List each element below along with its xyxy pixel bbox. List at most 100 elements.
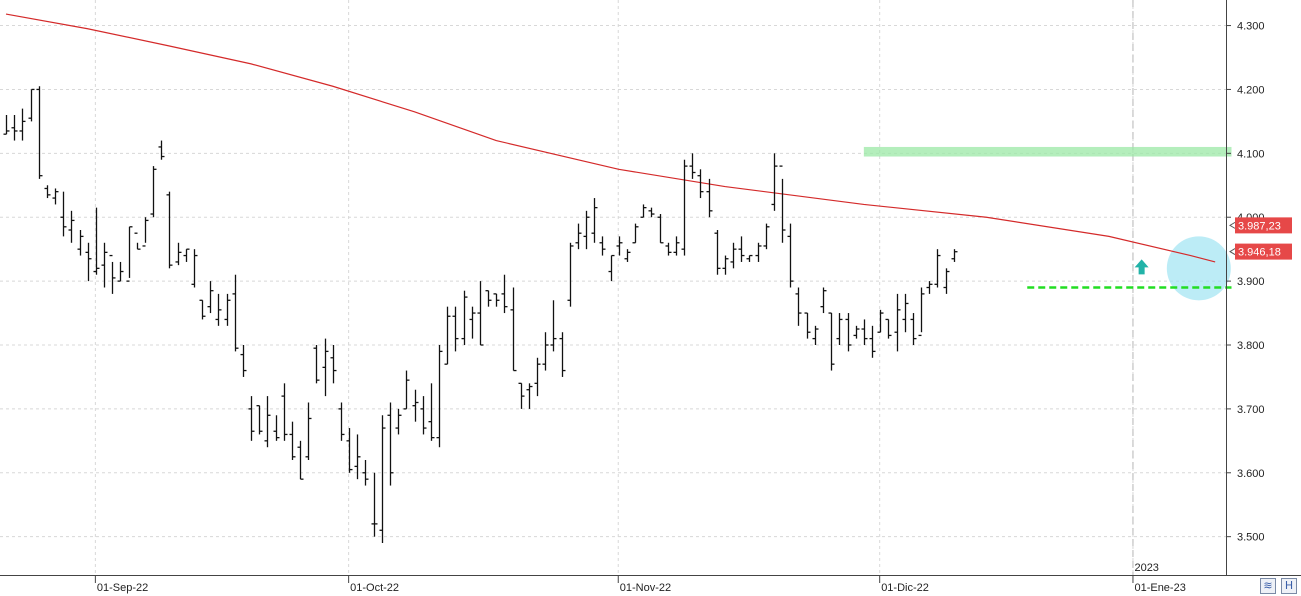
- ohlc-bar: [542, 332, 549, 371]
- ohlc-bar: [828, 312, 835, 371]
- highlight-circle: [1166, 236, 1231, 301]
- ohlc-bar: [77, 230, 84, 256]
- ohlc-bar: [362, 460, 369, 486]
- ohlc-bar: [534, 357, 541, 397]
- ohlc-bar: [836, 313, 843, 345]
- ohlc-bar: [240, 345, 247, 377]
- ohlc-bar: [575, 223, 582, 250]
- price-label-bg: [1235, 217, 1292, 234]
- ohlc-bar: [714, 230, 721, 275]
- ohlc-bar: [134, 232, 141, 250]
- moving-average-line: [5, 13, 1216, 263]
- ohlc-bar: [934, 249, 941, 288]
- ohlc-bar: [755, 242, 762, 262]
- ohlc-bar: [191, 249, 198, 288]
- ohlc-bar: [477, 281, 484, 346]
- y-tick-label: 3.800: [1237, 340, 1265, 352]
- resistance-zone: [863, 146, 1232, 157]
- ohlc-bar: [297, 440, 304, 480]
- ohlc-bar: [657, 214, 664, 244]
- ohlc-bar: [763, 223, 770, 250]
- ohlc-bar: [322, 338, 329, 397]
- ohlc-bar: [338, 402, 345, 441]
- ohlc-bar: [902, 293, 909, 333]
- x-tick-label: 01-Ene-23: [1134, 582, 1185, 594]
- ohlc-bar: [158, 140, 165, 160]
- up-arrow-icon: [1134, 259, 1149, 275]
- ohlc-bar: [207, 281, 214, 314]
- ohlc-bar: [910, 313, 917, 345]
- ohlc-bar: [354, 434, 361, 480]
- ohlc-bar: [943, 268, 950, 294]
- ohlc-bar: [19, 108, 26, 141]
- ohlc-bar: [387, 402, 394, 486]
- ohlc-bar: [183, 248, 190, 262]
- ohlc-bar: [812, 325, 819, 345]
- ohlc-bar: [951, 249, 958, 262]
- ohlc-bar: [771, 153, 778, 211]
- save-icon[interactable]: H: [1281, 578, 1297, 594]
- ohlc-bar: [697, 169, 704, 199]
- x-tick-label: 01-Nov-22: [620, 582, 671, 594]
- ohlc-bar: [452, 306, 459, 352]
- ohlc-bar: [559, 332, 566, 377]
- zoom-toggle-icon[interactable]: ≋: [1260, 578, 1276, 594]
- ohlc-bar: [28, 88, 35, 122]
- price-pointer-icon: [1229, 221, 1236, 229]
- ohlc-bar: [224, 293, 231, 326]
- price-label-bg: [1235, 243, 1292, 260]
- ohlc-bar: [273, 415, 280, 441]
- ohlc-bar: [877, 309, 884, 333]
- x-tick-label: 01-Oct-22: [350, 582, 399, 594]
- ohlc-bar: [215, 293, 222, 326]
- ohlc-bar: [11, 115, 18, 141]
- ohlc-bar: [795, 287, 802, 326]
- ohlc-bar: [3, 115, 10, 135]
- ohlc-bar: [313, 345, 320, 384]
- ohlc-bar: [395, 408, 402, 435]
- ohlc-bar: [746, 254, 753, 262]
- ohlc-bar: [853, 325, 860, 339]
- ohlc-bar: [93, 207, 100, 275]
- price-label: 3.946,18: [1238, 247, 1281, 259]
- ohlc-bar: [869, 325, 876, 358]
- y-tick-label: 4.100: [1237, 148, 1265, 160]
- price-label: 3.987,23: [1238, 220, 1281, 232]
- y-tick-label: 4.200: [1237, 84, 1265, 96]
- ohlc-bar: [608, 254, 615, 282]
- ohlc-bar: [706, 178, 713, 218]
- ohlc-bar: [591, 198, 598, 243]
- ohlc-bar: [550, 300, 557, 352]
- ohlc-bar: [469, 306, 476, 339]
- ohlc-bar: [126, 226, 133, 282]
- ohlc-bar: [673, 236, 680, 256]
- y-tick-label: 3.700: [1237, 404, 1265, 416]
- ohlc-bar: [232, 274, 239, 352]
- ohlc-bar: [648, 207, 655, 218]
- ohlc-bar: [420, 396, 427, 435]
- y-tick-label: 3.900: [1237, 276, 1265, 288]
- ohlc-bar: [346, 428, 353, 473]
- ohlc-bar: [166, 191, 173, 269]
- ohlc-bar: [632, 223, 639, 244]
- ohlc-bar: [428, 383, 435, 441]
- ohlc-bar: [305, 402, 312, 460]
- y-tick-label: 3.600: [1237, 468, 1265, 480]
- ohlc-bar: [330, 345, 337, 384]
- ohlc-bar: [175, 242, 182, 266]
- ohlc-bar: [885, 318, 892, 339]
- ohlc-bar: [281, 383, 288, 441]
- ohlc-bar: [444, 306, 451, 365]
- ohlc-bar: [624, 249, 631, 262]
- x-tick-label: 01-Sep-22: [97, 582, 148, 594]
- ohlc-bar: [599, 236, 606, 256]
- ohlc-bar: [371, 472, 378, 537]
- ohlc-bar: [567, 242, 574, 307]
- ohlc-bar: [60, 191, 67, 237]
- ohlc-bar: [861, 319, 868, 345]
- ohlc-bar: [787, 223, 794, 288]
- ohlc-bar: [738, 236, 745, 262]
- ohlc-bar: [918, 287, 925, 337]
- ohlc-bar: [501, 274, 508, 314]
